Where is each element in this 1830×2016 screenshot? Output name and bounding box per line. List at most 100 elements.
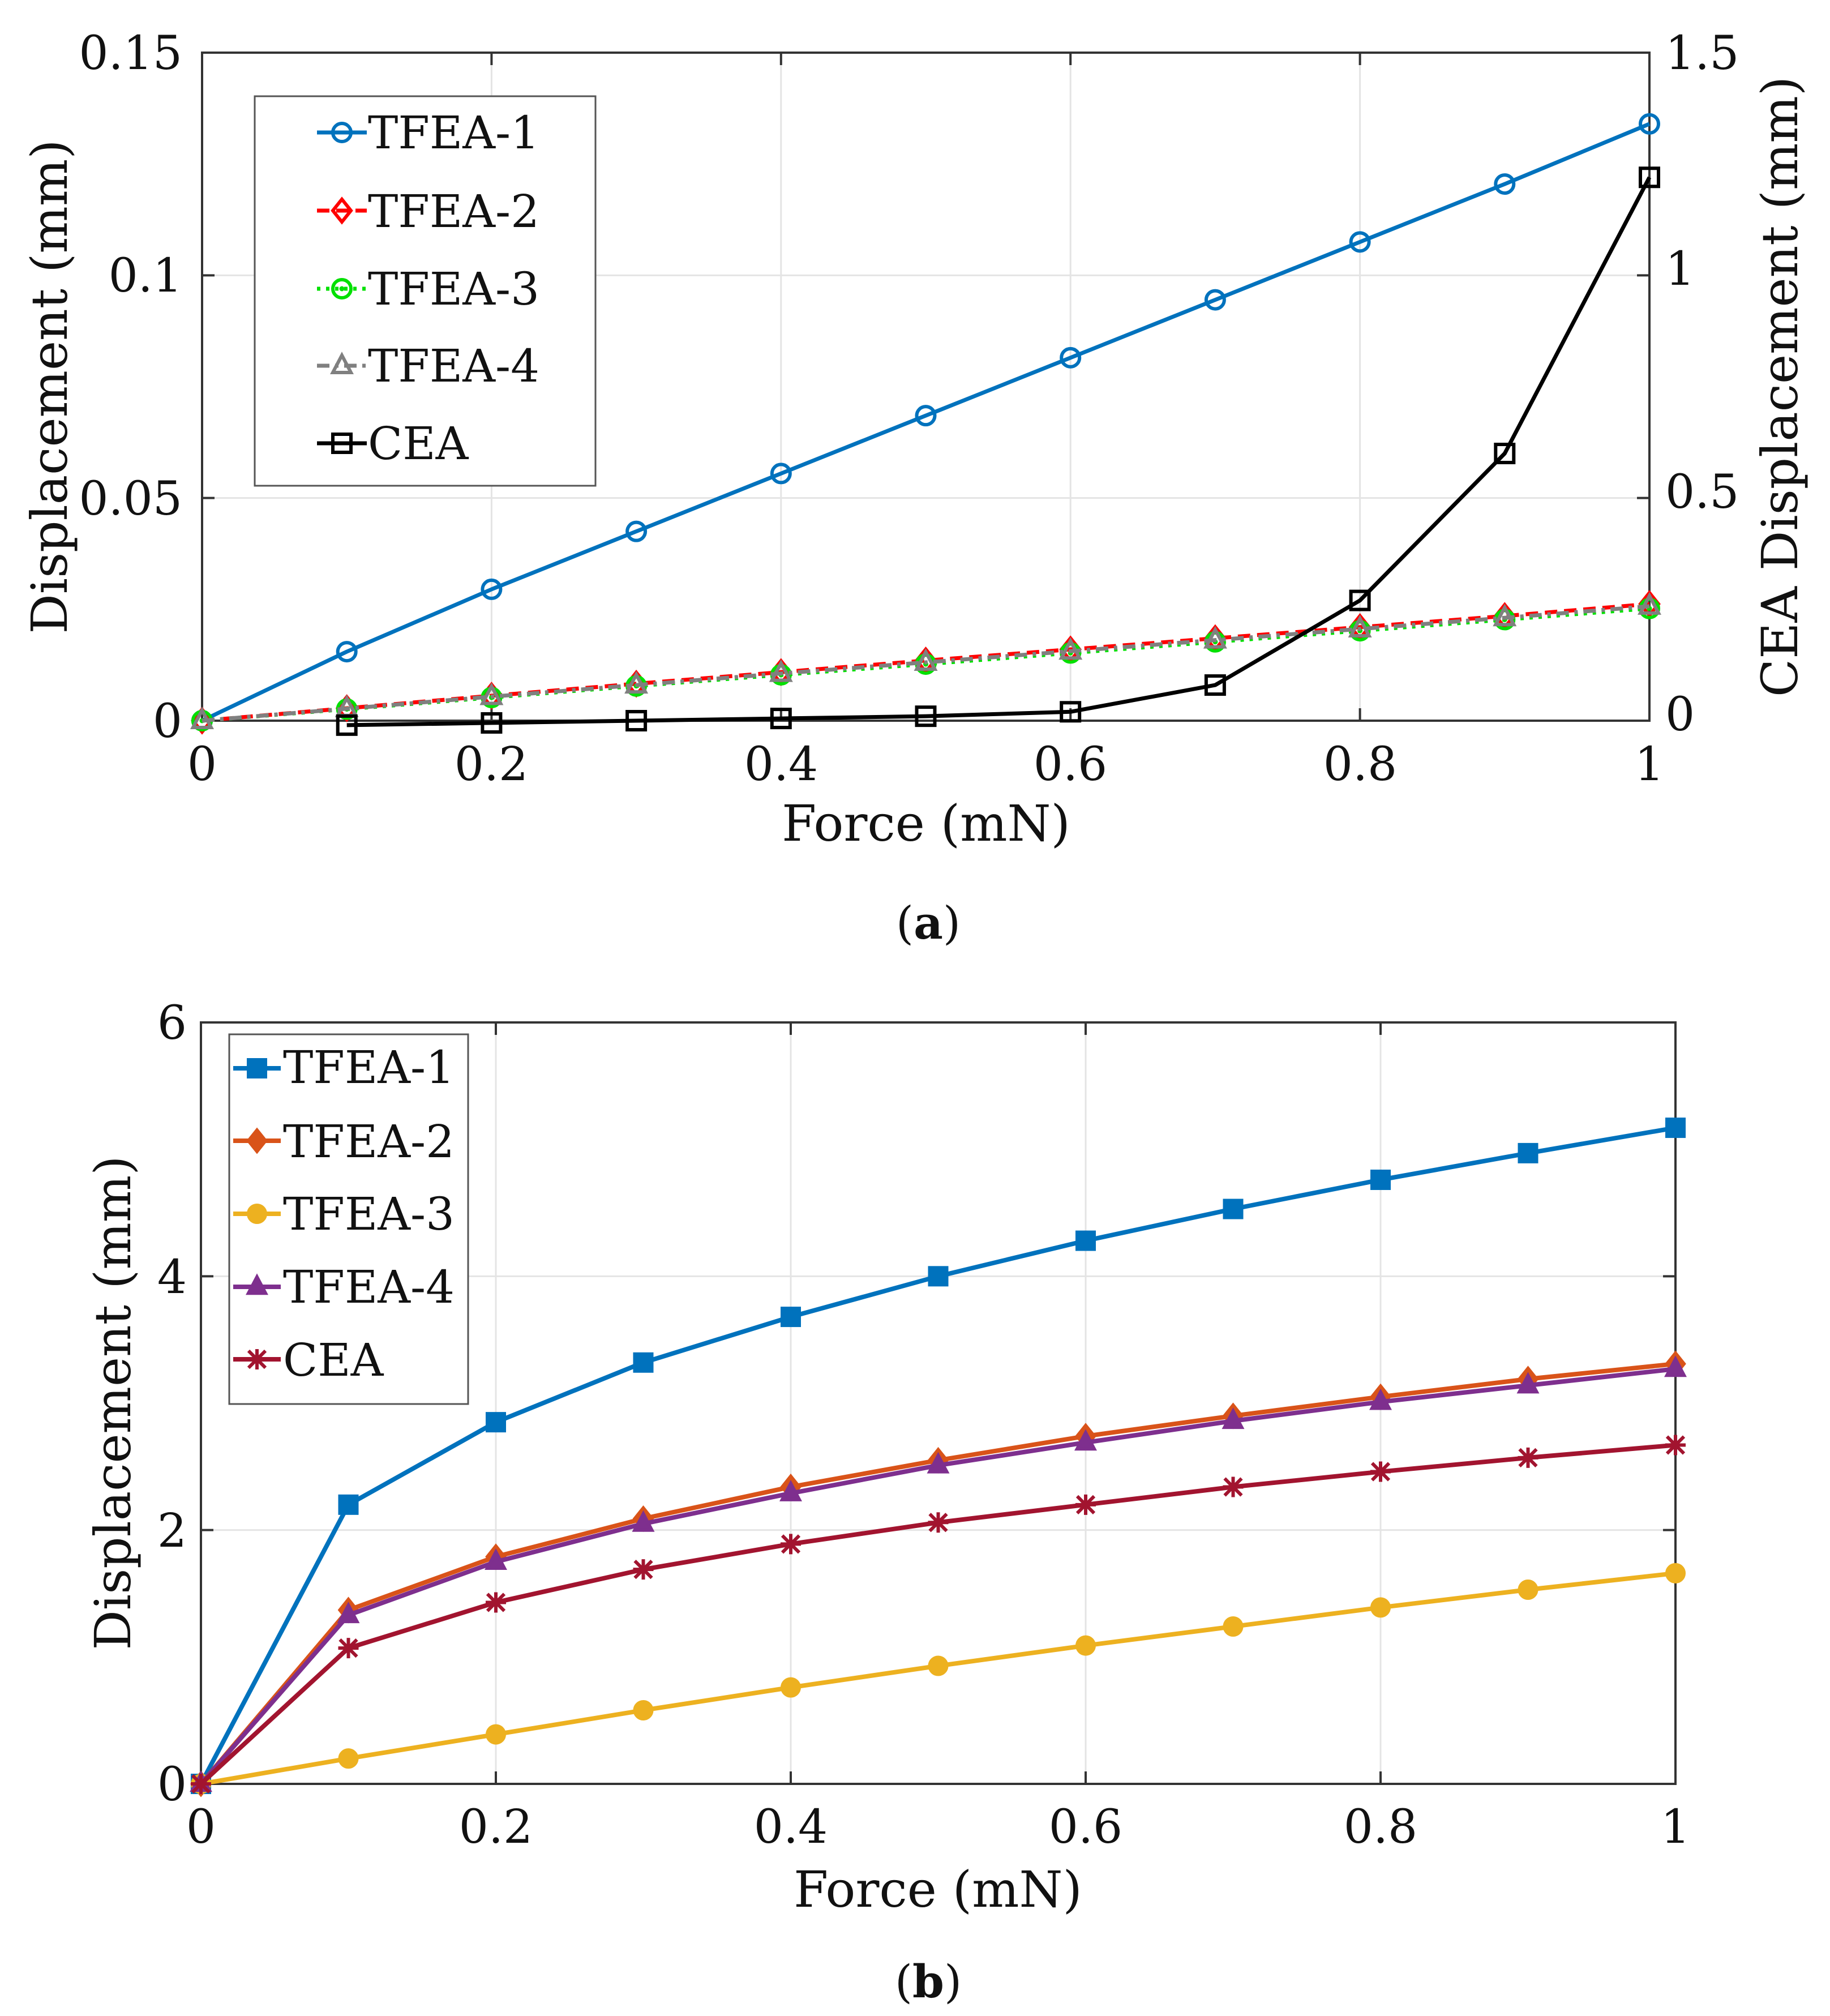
y-right-tick-label: 1.5 <box>1665 27 1739 80</box>
legend-label: TFEA-1 <box>368 106 539 159</box>
legend-box <box>254 95 597 487</box>
data-point <box>1494 443 1516 464</box>
legend-label: CEA <box>283 1334 384 1386</box>
legend-label: TFEA-3 <box>283 1188 455 1240</box>
data-point <box>486 1592 506 1613</box>
data-point <box>336 714 358 736</box>
data-point <box>633 1352 654 1373</box>
data-point <box>632 1510 655 1532</box>
x-tick-label: 1 <box>1635 738 1664 791</box>
y-axis-label: Displacement (mm) <box>84 1155 142 1650</box>
series-line-tfea-2 <box>202 602 1650 723</box>
data-point <box>1058 637 1083 660</box>
y-tick-label: 0 <box>153 695 182 748</box>
data-point <box>1665 1118 1686 1138</box>
data-point <box>624 671 649 694</box>
data-point <box>1075 1494 1096 1515</box>
data-point <box>1223 1476 1244 1497</box>
legend-box <box>228 1033 469 1405</box>
series-line-cea <box>346 176 1652 727</box>
legend-marks <box>317 122 367 454</box>
data-point <box>247 1349 267 1369</box>
legend-label: TFEA-2 <box>283 1115 455 1168</box>
data-point <box>915 705 937 727</box>
y-right-tick-label: 0.5 <box>1665 465 1739 519</box>
legend-label: TFEA-2 <box>368 185 539 238</box>
data-point <box>1349 231 1371 253</box>
data-point <box>1639 113 1660 135</box>
data-point <box>481 578 503 600</box>
data-point <box>331 433 353 454</box>
data-point <box>338 1494 359 1515</box>
y-tick-label: 0 <box>157 1758 187 1812</box>
data-point <box>633 1559 654 1580</box>
data-point <box>781 1534 801 1555</box>
series-markers-cea <box>191 1435 1686 1794</box>
data-point <box>769 659 793 682</box>
data-point <box>330 352 354 374</box>
data-point <box>1348 615 1372 637</box>
plot-frame <box>200 1021 1677 1785</box>
data-point <box>914 648 938 671</box>
data-point <box>479 682 504 705</box>
legend-marks <box>233 1058 281 1369</box>
chart-panel-b: 0 0.2 0.4 0.6 0.8 1 0 2 4 6 Force (mN) D… <box>84 996 1690 2008</box>
y-tick-label: 0.1 <box>109 249 182 303</box>
data-point <box>781 1307 801 1328</box>
data-point-center <box>339 286 345 292</box>
panel-caption: (b) <box>895 1955 962 2008</box>
data-point <box>1518 1142 1538 1163</box>
data-point <box>246 1273 268 1295</box>
x-tick-label: 0.8 <box>1323 738 1397 791</box>
data-point <box>1075 1635 1096 1656</box>
plot-frame <box>201 52 1651 722</box>
series-line-tfea-4 <box>202 604 1650 723</box>
x-tick-label: 1 <box>1661 1800 1690 1854</box>
series-group <box>190 1118 1687 1797</box>
x-tick-label: 0 <box>186 1800 216 1854</box>
data-point <box>1494 173 1516 195</box>
data-point <box>485 1548 507 1570</box>
data-point <box>1223 1199 1244 1219</box>
y-tick-label: 0.15 <box>79 27 182 80</box>
data-point <box>928 1266 949 1287</box>
data-point <box>191 707 213 735</box>
series-markers-tfea-3 <box>191 1563 1686 1794</box>
data-point <box>1223 1616 1244 1637</box>
x-tick-label: 0.4 <box>754 1800 828 1854</box>
data-point <box>927 1452 950 1474</box>
data-point <box>1222 1407 1245 1429</box>
data-point <box>1204 674 1226 696</box>
data-point <box>770 708 792 730</box>
data-point <box>331 122 353 143</box>
x-tick-label: 0.2 <box>455 738 528 791</box>
data-point <box>625 710 648 731</box>
data-point <box>331 278 353 299</box>
data-point <box>1060 346 1082 369</box>
data-point <box>337 1602 360 1624</box>
legend-label: TFEA-4 <box>283 1261 455 1313</box>
series-markers-tfea-1 <box>191 1118 1686 1794</box>
data-point <box>1665 1563 1686 1583</box>
series-line-tfea-1 <box>201 122 1651 723</box>
data-point <box>481 712 503 734</box>
series-markers-tfea-4 <box>190 592 1661 729</box>
data-point <box>1369 1388 1392 1410</box>
series-group <box>190 113 1661 736</box>
data-point <box>1493 603 1517 627</box>
data-point <box>190 707 214 729</box>
data-point <box>338 1748 359 1769</box>
data-point <box>246 1127 268 1154</box>
y-tick-label: 4 <box>157 1251 187 1304</box>
data-point <box>486 1724 506 1745</box>
data-point <box>1370 1461 1391 1482</box>
x-tick-label: 0.2 <box>459 1800 533 1854</box>
panel-caption: (a) <box>896 896 961 949</box>
legend-label: CEA <box>368 417 469 470</box>
legend-label: TFEA-1 <box>283 1041 455 1094</box>
tick-marks <box>201 52 1651 722</box>
x-tick-label: 0.6 <box>1049 1800 1122 1854</box>
x-axis-label: Force (mN) <box>782 794 1070 853</box>
y-tick-label: 6 <box>157 996 187 1050</box>
